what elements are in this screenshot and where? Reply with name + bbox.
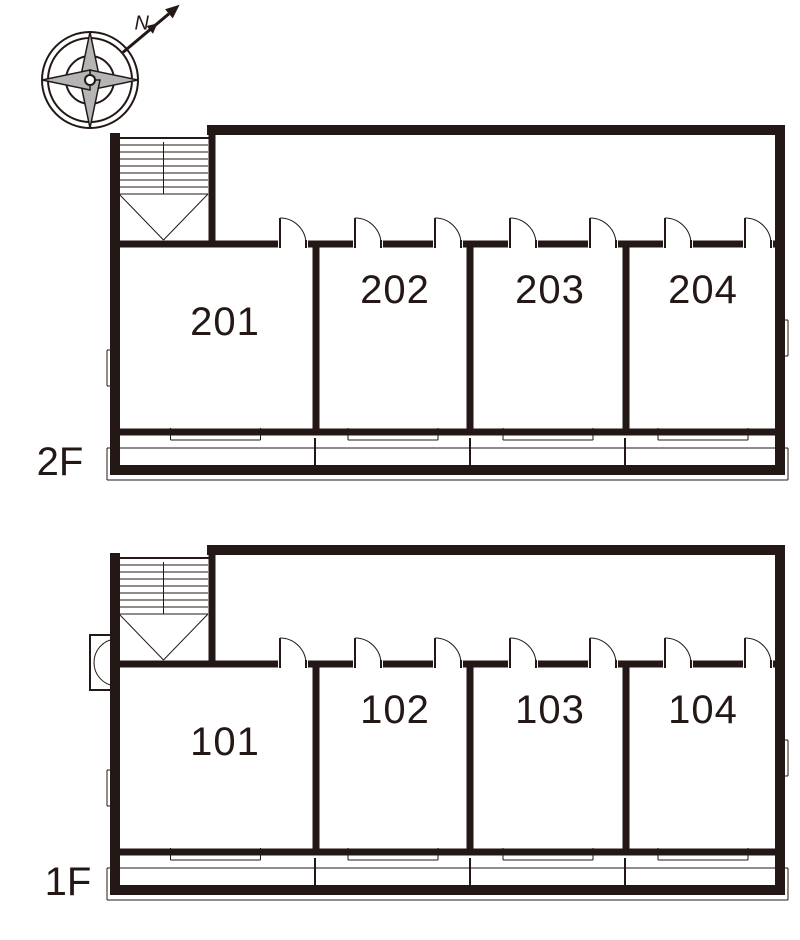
compass-north-label: N [135, 13, 150, 35]
unit-label: 204 [668, 268, 738, 312]
unit-label: 202 [360, 268, 430, 312]
unit-label: 203 [515, 268, 585, 312]
unit-label: 201 [190, 300, 260, 344]
unit-label: 101 [190, 720, 260, 764]
floor-label: 2F [37, 440, 84, 484]
unit-label: 104 [668, 688, 738, 732]
floor-label: 1F [45, 860, 92, 904]
unit-label: 103 [515, 688, 585, 732]
unit-label: 102 [360, 688, 430, 732]
floor-plan-diagram: N 201 202 203 204 2F 101 102 103 104 1F [0, 0, 800, 940]
